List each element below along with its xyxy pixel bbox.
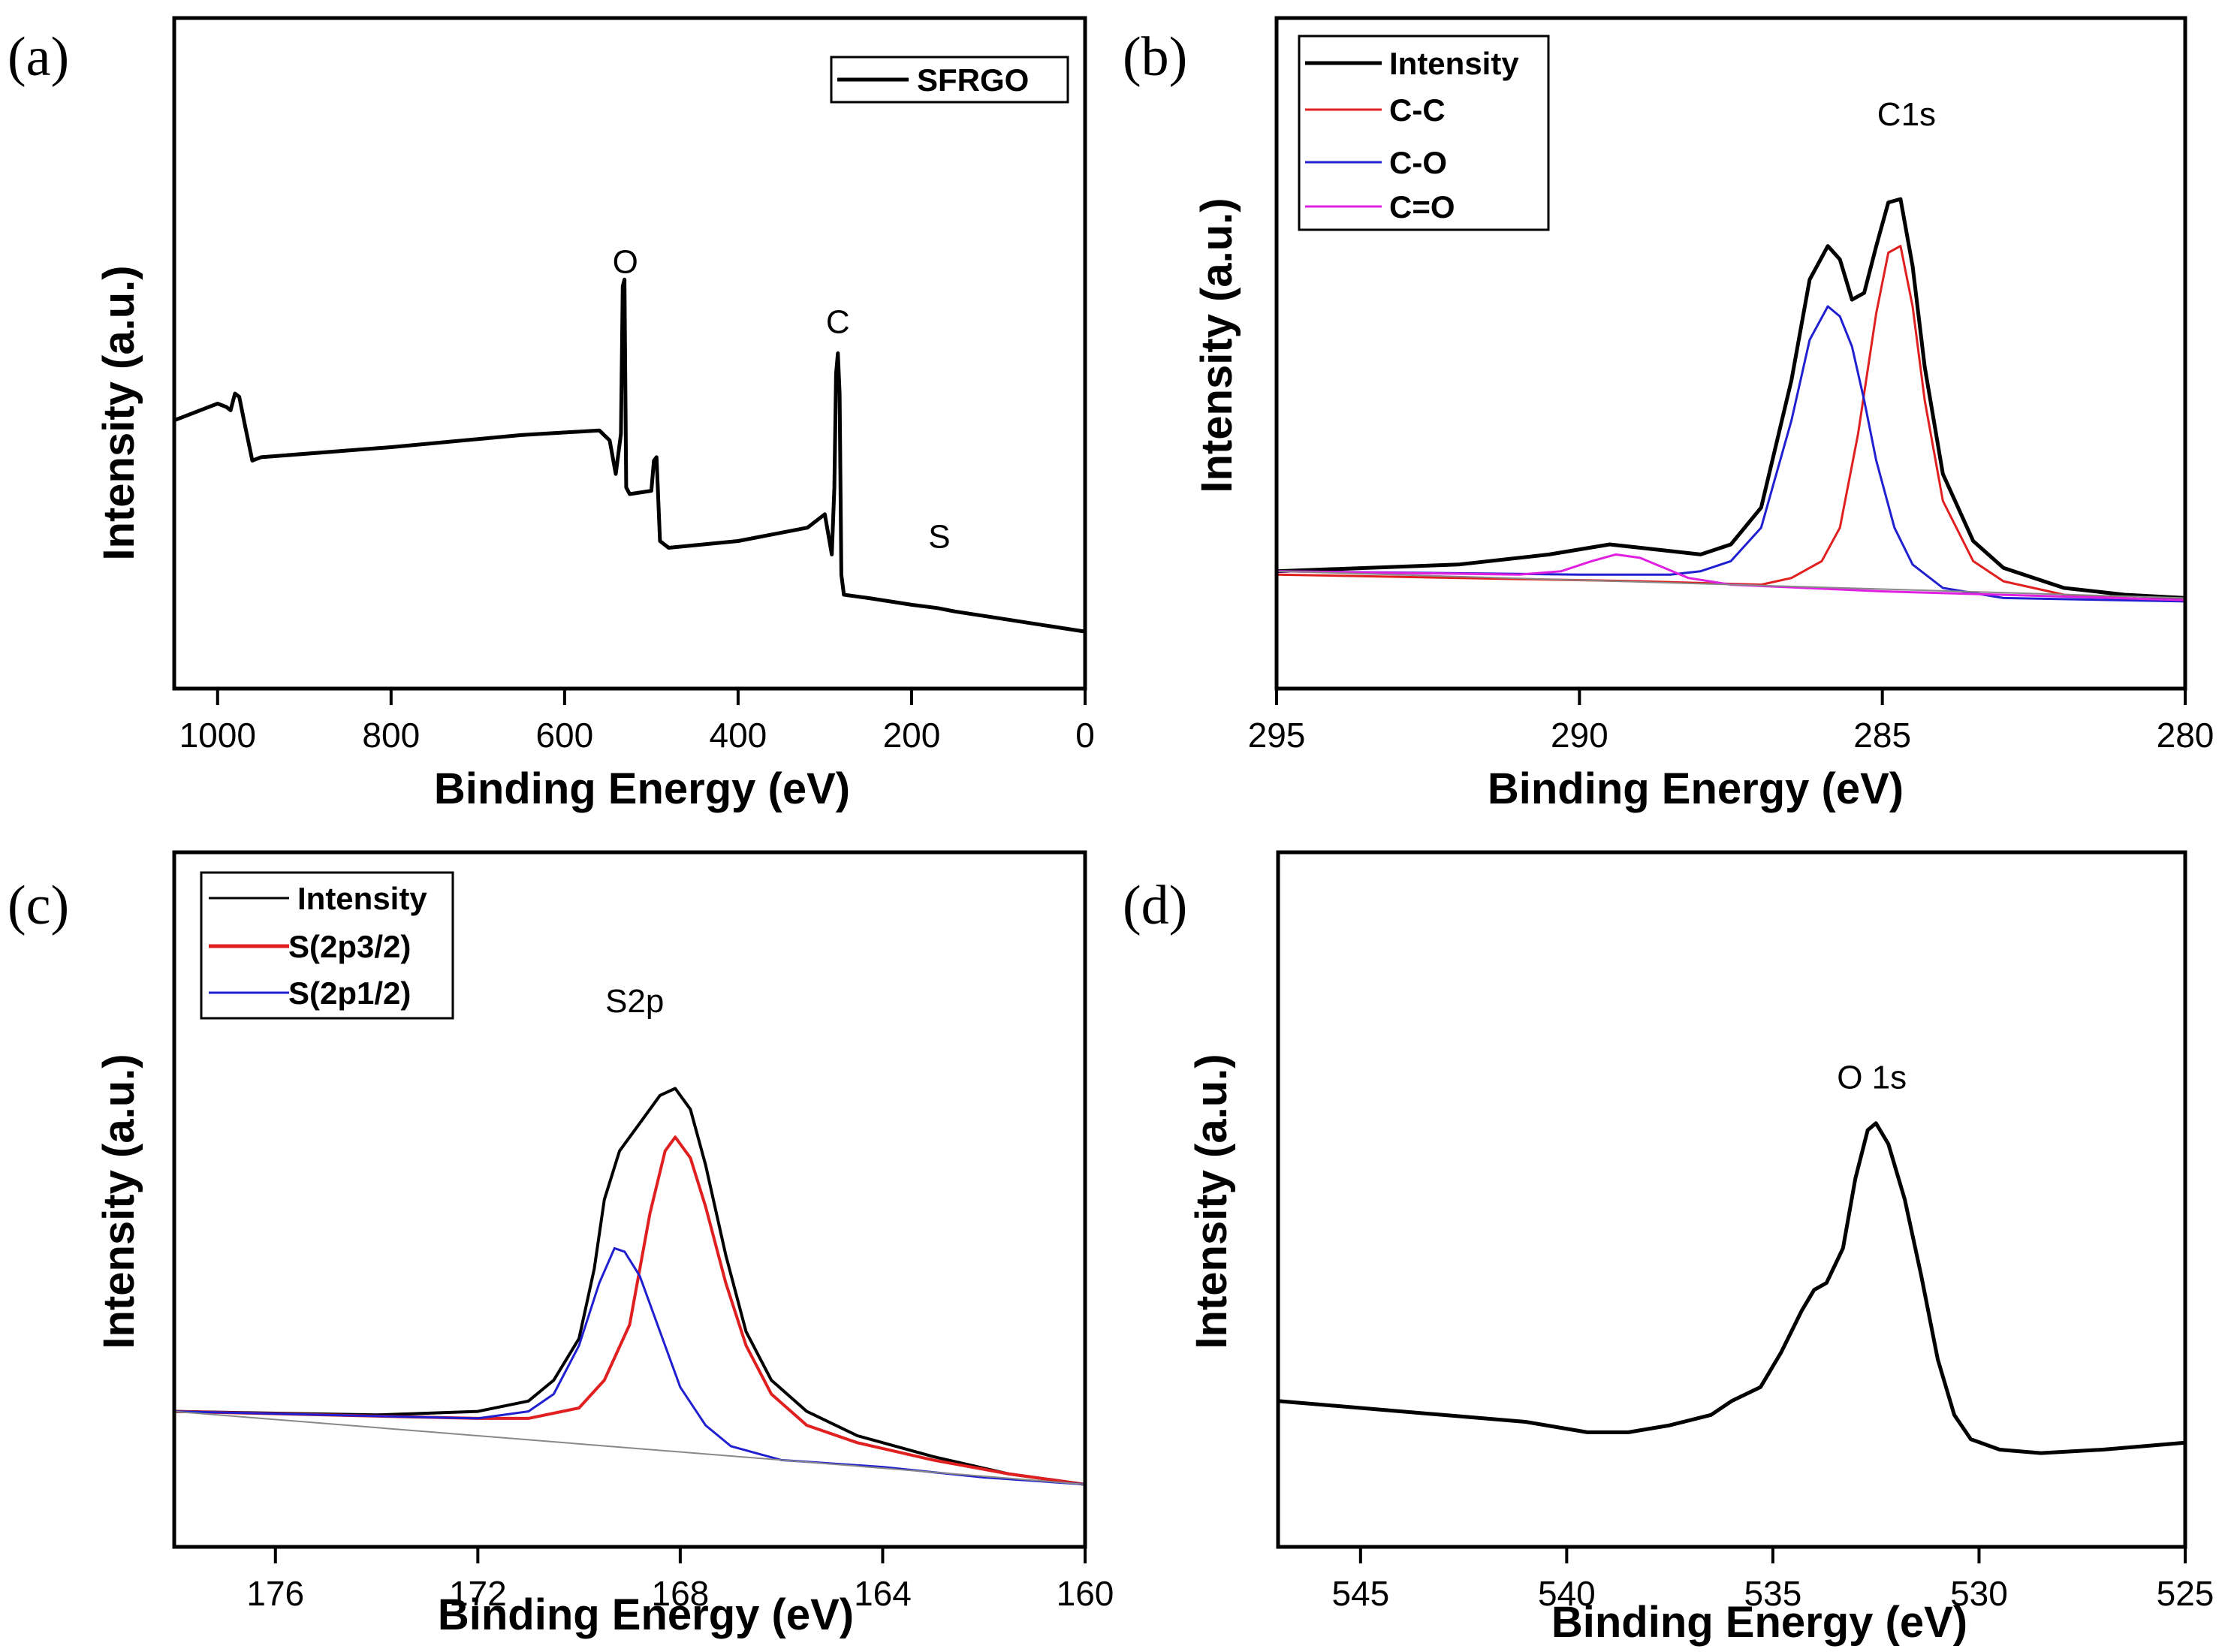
series-sfrgo-line	[172, 277, 1087, 634]
panel-c-ylabel: Intensity (a.u.)	[95, 1054, 143, 1349]
panel-a-annotations: O C S	[613, 243, 951, 555]
panel-c: (c) Intensity (a.u.) Binding Energy (eV)…	[8, 850, 1114, 1639]
panel-c-xtick-label: 168	[652, 1574, 710, 1613]
panel-b-legend-box	[1298, 35, 1550, 231]
panel-c-tag: (c)	[8, 875, 69, 936]
panel-a-xtick-label: 600	[535, 716, 593, 755]
panel-a-xtick-label: 1000	[179, 716, 256, 755]
panel-d-ticks: 545 540 535 530 525	[1331, 1547, 2214, 1613]
panel-b-ticks: 295 290 285 280	[1248, 689, 2214, 755]
series-intensity-line	[173, 1087, 1087, 1486]
legend-label-s2p32: S(2p3/2)	[288, 929, 411, 964]
panel-d-tag: (d)	[1123, 875, 1187, 936]
panel-b-series	[1274, 197, 2187, 603]
peak-label-o: O	[613, 243, 638, 280]
panel-a-xtick-label: 400	[710, 716, 767, 755]
legend-label-intensity-c: Intensity	[297, 881, 427, 916]
panel-d-xtick-label: 545	[1331, 1574, 1389, 1613]
panel-c-annotations: S2p	[605, 983, 664, 1020]
panel-c-series	[173, 1087, 1087, 1486]
series-c-c-line	[1275, 245, 2187, 603]
panel-b-tag: (b)	[1123, 26, 1187, 88]
panel-a-xtick-label: 0	[1075, 716, 1095, 755]
panel-a: (a) Intensity (a.u.) Binding Energy (eV)…	[8, 16, 1095, 813]
series-s-2p1-2-line	[173, 1247, 1087, 1486]
panel-d-xtick-label: 525	[2157, 1574, 2214, 1613]
panel-a-series	[172, 277, 1087, 634]
panel-c-legend: Intensity S(2p3/2) S(2p1/2)	[200, 871, 454, 1020]
panel-a-ylabel: Intensity (a.u.)	[95, 265, 143, 560]
panel-c-xtick-label: 164	[854, 1574, 912, 1613]
panel-a-tag: (a)	[8, 26, 69, 88]
panel-c-xtick-label: 160	[1057, 1574, 1114, 1613]
peak-label-c: C	[826, 304, 850, 341]
legend-label-c-eq-o: C=O	[1389, 189, 1455, 225]
panel-a-ticks: 1000 800 600 400 200 0	[179, 689, 1095, 755]
panel-d-ylabel: Intensity (a.u.)	[1187, 1054, 1236, 1349]
series-baseline-line	[1276, 570, 2186, 599]
panel-b-annotations: C1s	[1877, 96, 1936, 133]
peak-label-s: S	[928, 518, 950, 555]
panel-d-xlabel: Binding Energy (eV)	[1551, 1598, 1967, 1647]
legend-label-intensity-b: Intensity	[1389, 46, 1519, 81]
legend-label-s2p12: S(2p1/2)	[288, 975, 411, 1011]
panel-b-xtick-label: 285	[1853, 716, 1911, 755]
series-baseline-line	[173, 1410, 1086, 1485]
panel-c-xtick-label: 176	[246, 1574, 304, 1613]
panel-b: (b) Intensity (a.u.) Binding Energy (eV)…	[1123, 16, 2214, 813]
panel-b-xlabel: Binding Energy (eV)	[1488, 764, 1904, 813]
panel-b-xtick-label: 295	[1248, 716, 1306, 755]
panel-b-xtick-label: 290	[1551, 716, 1608, 755]
panel-a-xtick-label: 800	[362, 716, 420, 755]
panel-b-plot-area	[1274, 16, 2187, 691]
panel-c-plot-area	[172, 850, 1087, 1549]
panel-b-ylabel: Intensity (a.u.)	[1192, 197, 1241, 493]
panel-d-xtick-label: 540	[1538, 1574, 1596, 1613]
panel-b-xtick-label: 280	[2157, 716, 2214, 755]
panel-b-legend: Intensity C-C C-O C=O	[1298, 35, 1550, 231]
legend-label-sfrgo: SFRGO	[917, 62, 1029, 98]
series-c-o-line	[1275, 305, 2187, 603]
peak-label-s2p: S2p	[605, 983, 664, 1020]
legend-label-c-c: C-C	[1389, 92, 1446, 128]
panel-d-xtick-label: 535	[1744, 1574, 1802, 1613]
panel-d-series	[1276, 1121, 2187, 1455]
panel-c-xtick-label: 172	[449, 1574, 507, 1613]
peak-label-o-1s: O 1s	[1837, 1060, 1907, 1096]
series-s-2p3-2-line	[173, 1135, 1087, 1486]
legend-label-c-o: C-O	[1389, 145, 1447, 180]
panel-a-legend: SFRGO	[830, 56, 1069, 104]
series-o-1s-line	[1276, 1121, 2187, 1455]
series-c-o-line	[1275, 553, 2187, 601]
panel-a-plot-area	[172, 16, 1087, 691]
panel-d: (d) Intensity (a.u.) Binding Energy (eV)…	[1123, 850, 2214, 1647]
series-intensity-line	[1274, 197, 2187, 600]
panel-d-plot-area	[1276, 850, 2187, 1549]
panel-a-xtick-label: 200	[883, 716, 941, 755]
panel-d-annotations: O 1s	[1837, 1060, 1907, 1096]
panel-c-ticks: 176 172 168 164 160	[246, 1547, 1114, 1613]
panel-a-xlabel: Binding Energy (eV)	[434, 764, 850, 813]
peak-label-c1s: C1s	[1877, 96, 1936, 133]
panel-c-xlabel: Binding Energy (eV)	[438, 1590, 854, 1639]
panel-d-xtick-label: 530	[1950, 1574, 2008, 1613]
